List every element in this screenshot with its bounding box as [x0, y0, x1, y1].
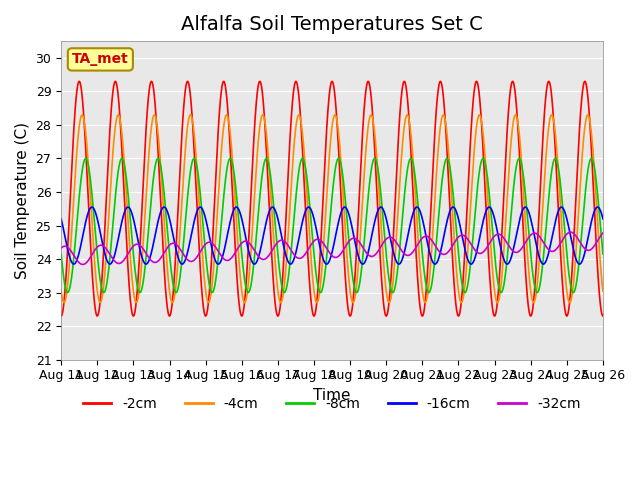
-16cm: [394, 261, 402, 267]
-32cm: [385, 234, 393, 240]
-32cm: [209, 241, 216, 247]
Line: -8cm: -8cm: [61, 158, 603, 293]
-4cm: [168, 300, 176, 305]
-32cm: [548, 249, 556, 254]
-16cm: [548, 237, 556, 242]
Text: TA_met: TA_met: [72, 52, 129, 66]
-16cm: [58, 216, 65, 222]
-8cm: [173, 288, 181, 293]
-16cm: [599, 216, 607, 222]
-4cm: [385, 300, 393, 305]
-4cm: [209, 276, 216, 281]
-8cm: [172, 290, 180, 296]
-2cm: [394, 135, 402, 141]
-16cm: [70, 261, 77, 267]
-32cm: [173, 242, 181, 248]
-32cm: [567, 229, 575, 235]
-2cm: [76, 78, 83, 84]
-16cm: [173, 252, 181, 258]
Line: -2cm: -2cm: [61, 81, 603, 316]
Line: -4cm: -4cm: [61, 115, 603, 302]
-16cm: [209, 248, 216, 254]
-8cm: [209, 289, 216, 295]
-2cm: [599, 313, 607, 319]
-32cm: [599, 230, 607, 236]
-2cm: [58, 313, 65, 319]
-2cm: [548, 93, 556, 98]
-4cm: [599, 287, 607, 293]
-16cm: [594, 204, 602, 210]
-8cm: [385, 276, 393, 282]
Line: -32cm: -32cm: [61, 232, 603, 264]
-32cm: [599, 230, 607, 236]
-32cm: [394, 242, 402, 248]
-4cm: [548, 112, 556, 118]
-16cm: [599, 216, 607, 221]
-16cm: [385, 228, 393, 234]
-4cm: [599, 288, 607, 294]
Line: -16cm: -16cm: [61, 207, 603, 264]
Legend: -2cm, -4cm, -8cm, -16cm, -32cm: -2cm, -4cm, -8cm, -16cm, -32cm: [78, 391, 586, 416]
X-axis label: Time: Time: [314, 388, 351, 403]
-4cm: [395, 200, 403, 205]
-32cm: [79, 262, 86, 267]
Title: Alfalfa Soil Temperatures Set C: Alfalfa Soil Temperatures Set C: [181, 15, 483, 34]
-2cm: [599, 313, 607, 319]
-8cm: [154, 156, 162, 161]
-4cm: [58, 288, 65, 294]
-8cm: [395, 259, 403, 264]
-2cm: [209, 237, 216, 243]
-8cm: [548, 168, 556, 173]
-2cm: [173, 219, 181, 225]
-32cm: [58, 245, 65, 251]
-8cm: [58, 251, 65, 257]
Y-axis label: Soil Temperature (C): Soil Temperature (C): [15, 122, 30, 279]
-2cm: [385, 301, 393, 307]
-8cm: [599, 250, 607, 255]
-8cm: [599, 251, 607, 257]
-4cm: [173, 265, 181, 271]
-4cm: [150, 112, 158, 118]
